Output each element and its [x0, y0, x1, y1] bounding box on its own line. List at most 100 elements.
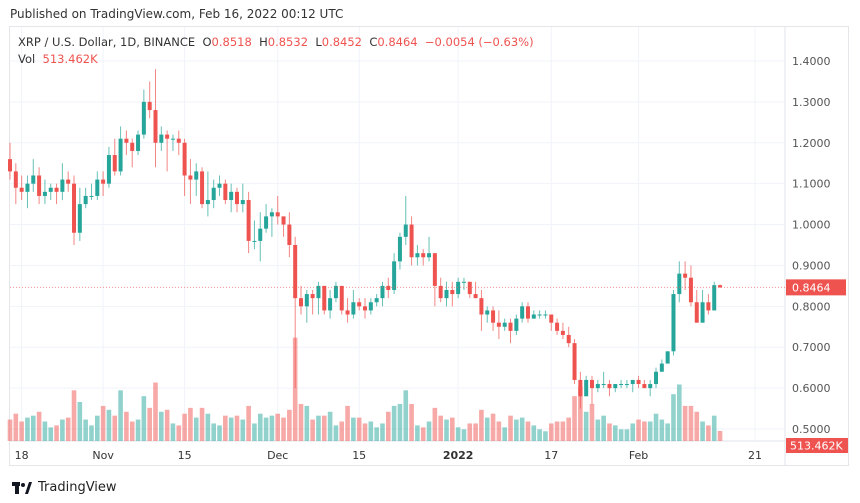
volume-bar [19, 421, 24, 441]
candle-body [351, 302, 356, 315]
volume-bar [234, 415, 240, 441]
volume-bar [71, 390, 77, 441]
volume-bar [246, 405, 251, 441]
volume-bar [391, 405, 397, 441]
volume-bar [537, 429, 542, 441]
volume-bar [467, 423, 473, 441]
x-tick-label: 18 [15, 449, 29, 462]
volume-bar [129, 421, 135, 441]
candle-body [293, 245, 298, 299]
volume-bar [636, 419, 641, 441]
volume-bar [269, 415, 275, 441]
footer-brand[interactable]: TradingView [12, 480, 117, 495]
candle-body [706, 302, 711, 311]
last-volume-badge [786, 438, 848, 453]
volume-bar [484, 417, 490, 441]
volume-bar [333, 425, 339, 441]
volume-bar [316, 415, 321, 441]
volume-label: Vol [18, 52, 36, 66]
volume-bar [589, 403, 595, 441]
volume-bar [647, 421, 653, 441]
candle-body [264, 216, 269, 229]
x-tick-label: 17 [544, 449, 558, 462]
volume-bar [711, 415, 717, 441]
candle-body [572, 343, 577, 380]
volume-bar [578, 386, 583, 441]
candle-body [112, 155, 117, 172]
volume-bar [519, 417, 525, 441]
candle-body [217, 183, 222, 188]
volume-bar [205, 413, 211, 441]
candle-body [153, 110, 158, 143]
candle-body [322, 285, 327, 311]
candle-body [479, 298, 484, 315]
candle-body [386, 285, 391, 290]
candle-body [316, 285, 321, 299]
volume-bar [292, 337, 298, 441]
y-tick-label: 1.1000 [792, 178, 831, 191]
candle-body [194, 171, 199, 180]
candle-body [60, 179, 65, 192]
candle-body [118, 138, 123, 172]
volume-bar [444, 419, 449, 441]
brand-name: TradingView [38, 480, 117, 495]
volume-bar [409, 403, 414, 441]
volume-bar [624, 429, 630, 441]
volume-bar [42, 421, 48, 441]
candle-body [258, 228, 263, 241]
candle-body [246, 200, 251, 241]
volume-bar [607, 423, 612, 441]
volume-bar [263, 417, 269, 441]
candle-body [141, 101, 146, 135]
candle-body [205, 200, 210, 205]
candle-body [37, 175, 42, 196]
volume-bar [124, 411, 129, 441]
volume-bar [351, 417, 356, 441]
y-tick-label: 1.2000 [792, 137, 831, 150]
candle-body [275, 212, 280, 217]
volume-bar [77, 402, 83, 441]
volume-bar [164, 409, 170, 441]
volume-bar [48, 427, 54, 441]
y-tick-label: 0.9000 [792, 259, 831, 272]
volume-bar [327, 411, 333, 441]
y-tick-label: 0.8000 [792, 300, 831, 313]
y-tick-label: 1.4000 [792, 55, 831, 68]
volume-bar [54, 425, 59, 441]
candle-body [607, 384, 612, 389]
x-tick-label: 21 [748, 449, 762, 462]
candle-body [531, 314, 536, 319]
candle-body [77, 204, 82, 233]
x-tick-label: 15 [178, 449, 192, 462]
candle-body [642, 384, 647, 389]
volume-bar [211, 423, 216, 441]
volume-bar [287, 409, 292, 441]
volume-bar [188, 407, 193, 441]
candle-body [444, 289, 449, 299]
open-value: 0.8518 [211, 35, 252, 49]
candle-body [590, 379, 594, 389]
volume-bar [281, 417, 286, 441]
volume-bar [502, 427, 507, 441]
candle-body [101, 179, 106, 184]
volume-bar [455, 427, 461, 441]
volume-bar [199, 407, 205, 441]
volume-bar [182, 413, 187, 441]
candle-body [677, 273, 682, 295]
volume-bar [642, 421, 647, 441]
candle-body [403, 224, 408, 237]
candle-body [269, 212, 274, 217]
last-price-badge [786, 279, 846, 296]
candle-body [467, 281, 472, 295]
candle-body [659, 363, 664, 372]
candle-body [578, 379, 583, 397]
symbol-title: XRP / U.S. Dollar, 1D, BINANCE [18, 35, 196, 49]
candle-body [147, 101, 152, 111]
candle-body [182, 142, 187, 176]
volume-bar [450, 417, 455, 441]
tradingview-logo-icon [12, 481, 32, 494]
volume-bar [112, 415, 118, 441]
y-tick-label: 0.7000 [792, 341, 831, 354]
volume-bar [659, 419, 665, 441]
